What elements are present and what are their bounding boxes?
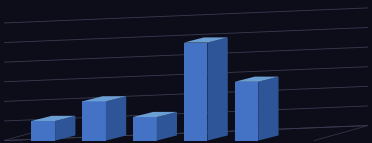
- Polygon shape: [82, 101, 106, 141]
- Polygon shape: [157, 112, 177, 141]
- Polygon shape: [133, 112, 177, 117]
- Polygon shape: [208, 37, 228, 141]
- Polygon shape: [234, 82, 258, 141]
- Polygon shape: [133, 117, 157, 141]
- Polygon shape: [258, 77, 279, 141]
- Polygon shape: [82, 96, 126, 101]
- Polygon shape: [55, 116, 76, 141]
- Polygon shape: [31, 116, 76, 121]
- Polygon shape: [106, 96, 126, 141]
- Polygon shape: [184, 43, 208, 141]
- Polygon shape: [184, 37, 228, 43]
- Polygon shape: [31, 121, 55, 141]
- Polygon shape: [234, 77, 279, 82]
